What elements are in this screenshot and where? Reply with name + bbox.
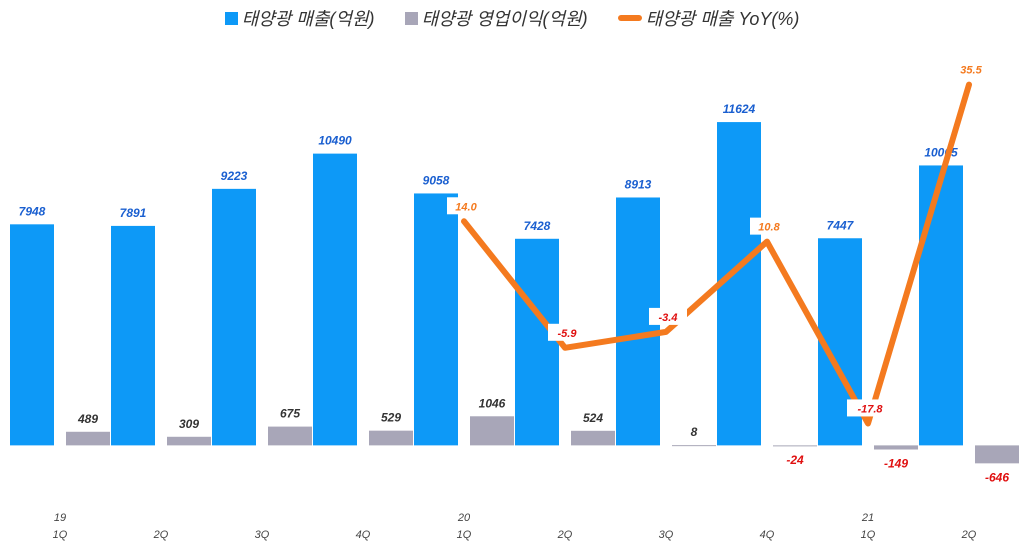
revenue-data-label-bg — [13, 202, 51, 220]
x-tick-quarter: 3Q — [659, 529, 674, 541]
x-tick-quarter: 1Q — [53, 529, 68, 541]
revenue-data-label-bg — [619, 175, 657, 193]
operating-profit-data-label: 8 — [691, 425, 698, 439]
yoy-point — [563, 345, 567, 350]
revenue-data-label: 11624 — [723, 102, 756, 116]
operating-profit-data-label: 309 — [179, 417, 199, 431]
operating-profit-bar — [66, 431, 110, 446]
x-tick-quarter: 4Q — [760, 529, 775, 541]
operating-profit-bar — [571, 430, 615, 446]
revenue-data-label: 10490 — [318, 134, 352, 148]
operating-profit-bar — [268, 426, 312, 446]
operating-profit-data-label: 1046 — [479, 396, 506, 410]
operating-profit-bar — [470, 416, 514, 446]
operating-profit-data-label-bg — [578, 408, 608, 426]
legend-swatch-operating-profit — [404, 11, 418, 25]
operating-profit-data-label-bg — [780, 451, 810, 469]
operating-profit-data-label: 524 — [583, 411, 603, 425]
revenue-data-label: 7948 — [19, 204, 46, 218]
x-tick-quarter: 2Q — [961, 529, 977, 541]
yoy-point — [765, 239, 769, 244]
revenue-data-label: 9223 — [221, 169, 248, 183]
yoy-data-label-bg — [447, 197, 485, 215]
operating-profit-data-label: -646 — [985, 470, 1009, 484]
revenue-bar — [111, 225, 155, 446]
revenue-data-label: 8913 — [625, 177, 652, 191]
operating-profit-data-label: 529 — [381, 411, 401, 425]
revenue-bar — [10, 224, 54, 446]
legend-swatch-revenue — [224, 11, 238, 25]
revenue-bar — [515, 238, 559, 446]
operating-profit-data-label-bg — [877, 454, 915, 472]
x-tick-year: 20 — [457, 512, 471, 524]
operating-profit-data-label-bg — [376, 408, 406, 426]
legend-item-operating-profit: 태양광 영업이익(억원) — [404, 5, 588, 31]
yoy-data-label-bg — [649, 307, 687, 325]
yoy-data-label-bg — [952, 60, 990, 78]
legend-item-revenue: 태양광 매출(억원) — [224, 5, 375, 31]
x-tick-quarter: 3Q — [255, 529, 270, 541]
operating-profit-data-label-bg — [473, 394, 511, 412]
operating-profit-bar — [369, 430, 413, 446]
yoy-data-label-bg — [750, 217, 788, 235]
revenue-data-label: 7891 — [120, 206, 147, 220]
legend-swatch-yoy — [617, 15, 642, 21]
revenue-data-label-bg — [821, 216, 859, 234]
operating-profit-bar — [874, 445, 918, 450]
yoy-data-label-bg — [847, 399, 893, 417]
yoy-point — [967, 82, 971, 87]
operating-profit-data-label-bg — [73, 409, 103, 427]
legend-label-operating-profit: 태양광 영업이익(억원) — [421, 9, 588, 29]
x-tick-year: 21 — [861, 512, 874, 524]
operating-profit-data-label: -24 — [786, 453, 804, 467]
yoy-data-label: 14.0 — [455, 201, 477, 213]
operating-profit-data-label: 489 — [77, 412, 98, 426]
x-tick-quarter: 2Q — [557, 529, 573, 541]
legend-item-yoy: 태양광 매출 YoY(%) — [617, 5, 800, 31]
yoy-data-label: 10.8 — [758, 222, 780, 234]
operating-profit-bar — [975, 445, 1019, 464]
operating-profit-data-label: 675 — [280, 407, 300, 421]
operating-profit-bar — [773, 445, 817, 447]
operating-profit-data-label-bg — [275, 404, 305, 422]
yoy-data-label: -17.8 — [857, 403, 883, 415]
revenue-data-label-bg — [114, 203, 152, 221]
revenue-bar — [414, 193, 458, 446]
x-tick-quarter: 1Q — [457, 529, 472, 541]
x-tick-quarter: 4Q — [356, 529, 371, 541]
revenue-data-label-bg — [518, 216, 556, 234]
yoy-point — [462, 219, 466, 224]
revenue-data-label: 7447 — [827, 218, 855, 232]
yoy-point — [866, 421, 870, 426]
legend-label-yoy: 태양광 매출 YoY(%) — [645, 9, 800, 29]
x-tick-quarter: 1Q — [861, 529, 876, 541]
yoy-data-label-bg — [548, 323, 586, 341]
yoy-data-label: -5.9 — [558, 328, 578, 340]
revenue-data-label-bg — [312, 131, 358, 149]
revenue-data-label-bg — [215, 166, 253, 184]
revenue-data-label-bg — [417, 171, 455, 189]
legend-label-revenue: 태양광 매출(억원) — [241, 9, 375, 29]
revenue-data-label: 9058 — [423, 173, 450, 187]
yoy-data-label: -3.4 — [659, 312, 678, 324]
operating-profit-bar — [167, 436, 211, 446]
operating-profit-bar — [672, 445, 716, 447]
operating-profit-data-label-bg — [174, 414, 204, 432]
operating-profit-data-label: -149 — [884, 457, 908, 471]
yoy-data-label: 35.5 — [960, 65, 982, 77]
x-tick-year: 19 — [54, 512, 66, 524]
revenue-data-label-bg — [716, 100, 762, 118]
legend: 태양광 매출(억원) 태양광 영업이익(억원) 태양광 매출 YoY(%) — [0, 5, 1024, 31]
x-tick-quarter: 2Q — [153, 529, 169, 541]
revenue-bar — [919, 165, 963, 446]
operating-profit-data-label-bg — [687, 423, 701, 441]
revenue-bar — [313, 153, 357, 446]
revenue-data-label: 7428 — [524, 219, 551, 233]
operating-profit-data-label-bg — [978, 468, 1016, 486]
yoy-point — [664, 329, 668, 334]
revenue-bar — [212, 188, 256, 446]
